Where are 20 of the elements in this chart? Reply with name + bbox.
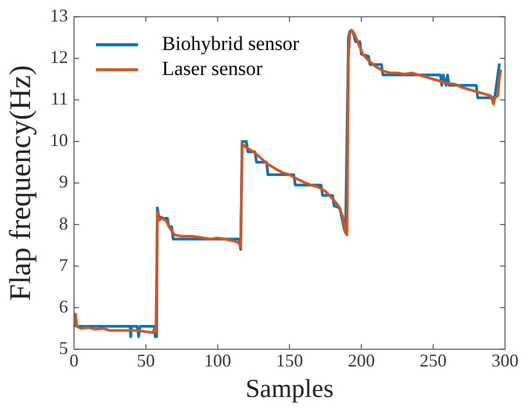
y-tick-label: 13 [50, 6, 68, 26]
x-tick-label: 100 [204, 350, 232, 371]
y-tick-label: 12 [50, 47, 68, 68]
y-tick-label: 11 [50, 88, 68, 109]
y-axis-title: Flap frequency(Hz) [4, 65, 37, 301]
x-tick-label: 150 [276, 350, 303, 371]
y-tick-label: 5 [59, 338, 68, 358]
x-tick-label: 200 [348, 350, 375, 371]
x-tick-label: 50 [136, 350, 155, 371]
y-tick-label: 9 [59, 172, 68, 192]
legend-label: Laser sensor [162, 58, 263, 80]
x-tick-label: 0 [70, 350, 78, 371]
legend-label: Biohybrid sensor [162, 33, 300, 56]
x-tick-label: 250 [420, 350, 447, 371]
y-tick-label: 7 [59, 254, 68, 275]
y-tick-label: 8 [59, 213, 68, 234]
y-tick-label: 10 [50, 130, 68, 150]
y-tick-label: 6 [59, 296, 68, 316]
x-axis-title: Samples [245, 374, 334, 404]
x-tick-label: 300 [492, 350, 518, 371]
